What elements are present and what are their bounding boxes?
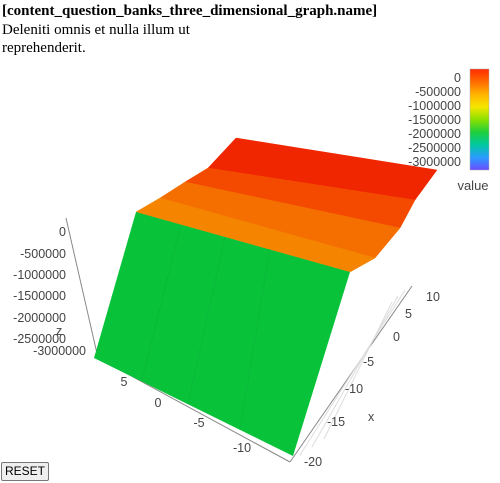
x-tick-label: -20 bbox=[304, 455, 322, 469]
colorbar: 0 -500000 -1000000 -1500000 -2000000 -25… bbox=[408, 68, 490, 193]
z-tick-label: 0 bbox=[59, 225, 66, 239]
colorbar-tick: 0 bbox=[454, 71, 461, 85]
surface-grid-line bbox=[239, 248, 271, 431]
reset-button[interactable]: RESET bbox=[1, 462, 50, 481]
z-axis-title: z bbox=[56, 324, 62, 338]
y-axis: 5 0 -5 -10 bbox=[121, 375, 252, 455]
z-tick-label: -500000 bbox=[20, 247, 66, 261]
z-axis-line bbox=[65, 217, 99, 359]
colorbar-gradient bbox=[469, 68, 490, 171]
z-axis: 0 -500000 -1000000 -1500000 -2000000 -25… bbox=[13, 225, 86, 358]
z-tick-label: -3000000 bbox=[33, 344, 86, 358]
x-tick-label: 10 bbox=[426, 290, 440, 304]
colorbar-tick: -3000000 bbox=[408, 155, 461, 169]
colorbar-title: value bbox=[457, 178, 488, 193]
y-tick-label: 0 bbox=[155, 396, 162, 410]
z-tick-label: -2000000 bbox=[13, 311, 66, 325]
question-text: Deleniti omnis et nulla illum ut reprehe… bbox=[2, 22, 190, 56]
z-tick-label: -1500000 bbox=[13, 289, 66, 303]
surface-grid-line bbox=[187, 236, 226, 405]
z-tick-label: -1000000 bbox=[13, 268, 66, 282]
x-tick-label: 0 bbox=[393, 330, 400, 344]
x-axis: 10 5 0 -5 -10 -15 -20 x bbox=[304, 290, 440, 469]
y-tick-label: -10 bbox=[233, 441, 251, 455]
colorbar-tick: -2000000 bbox=[408, 127, 461, 141]
y-tick-label: -5 bbox=[193, 416, 204, 430]
colorbar-tick: -500000 bbox=[415, 85, 461, 99]
surface-wall bbox=[94, 212, 350, 456]
surface-grid-line bbox=[141, 224, 182, 381]
z-tick-label: -2500000 bbox=[13, 332, 66, 346]
x-axis-title: x bbox=[368, 410, 375, 424]
x-tick-label: 5 bbox=[405, 307, 412, 321]
colorbar-tick: -1500000 bbox=[408, 113, 461, 127]
surface-plot[interactable] bbox=[94, 137, 438, 456]
x-tick-label: -5 bbox=[363, 355, 374, 369]
x-tick-label: -15 bbox=[327, 415, 345, 429]
colorbar-tick: -1000000 bbox=[408, 99, 461, 113]
colorbar-tick: -2500000 bbox=[408, 141, 461, 155]
x-tick-label: -10 bbox=[345, 382, 363, 396]
question-title: [content_question_banks_three_dimensiona… bbox=[2, 3, 378, 19]
y-tick-label: 5 bbox=[121, 375, 128, 389]
